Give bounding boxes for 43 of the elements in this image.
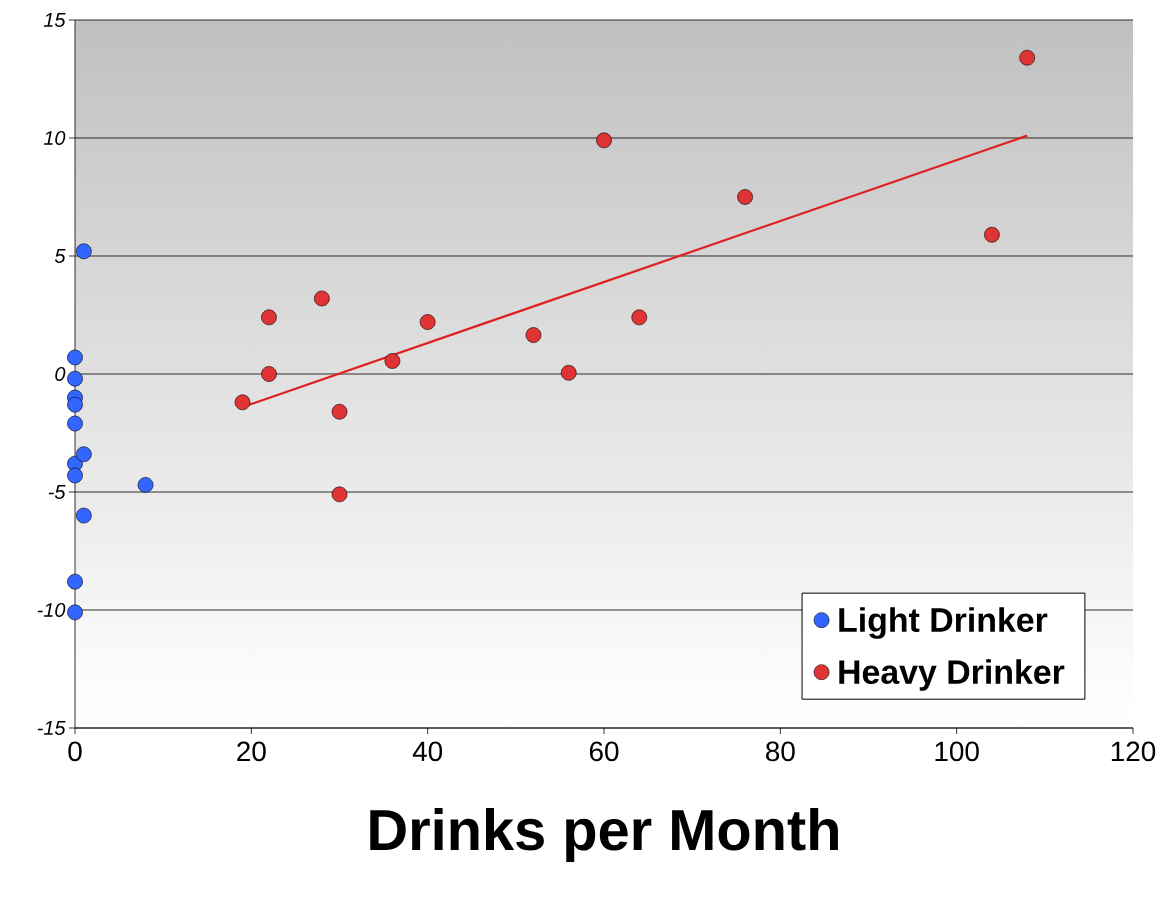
y-tick-label: -5 bbox=[48, 485, 66, 499]
point bbox=[67, 396, 83, 413]
point bbox=[67, 415, 83, 432]
point bbox=[67, 349, 83, 366]
point bbox=[525, 327, 542, 343]
point bbox=[76, 446, 92, 463]
point bbox=[234, 394, 251, 411]
point bbox=[314, 290, 330, 307]
point bbox=[631, 309, 648, 326]
x-tick-label: 0 bbox=[68, 741, 82, 762]
y-tick-label: -10 bbox=[37, 602, 66, 618]
point bbox=[261, 366, 277, 382]
point bbox=[331, 403, 348, 420]
legend-label: Heavy Drinker bbox=[839, 659, 1065, 691]
point bbox=[137, 477, 154, 493]
point bbox=[67, 370, 83, 387]
x-tick-label: 40 bbox=[412, 741, 443, 762]
y-tick-label: -15 bbox=[37, 721, 66, 735]
point bbox=[737, 189, 753, 205]
point bbox=[384, 353, 401, 369]
point bbox=[984, 226, 1000, 243]
x-tick-label: 120 bbox=[1111, 741, 1156, 762]
point bbox=[76, 243, 92, 260]
point bbox=[67, 467, 83, 484]
y-tick-label: 0 bbox=[55, 366, 66, 382]
point bbox=[67, 573, 83, 590]
legend-label: Light Drinker bbox=[839, 607, 1048, 639]
x-tick-label: 100 bbox=[935, 741, 979, 762]
x-axis-title: Drinks per Month bbox=[370, 808, 838, 862]
x-tick-label: 20 bbox=[237, 741, 266, 762]
y-tick-label: 10 bbox=[43, 130, 66, 146]
x-tick-label: 80 bbox=[766, 741, 795, 762]
y-tick-label: 15 bbox=[43, 13, 66, 27]
y-tick-label: 5 bbox=[54, 249, 66, 263]
point bbox=[596, 132, 612, 149]
x-tick-label: 60 bbox=[589, 741, 619, 762]
point bbox=[331, 486, 348, 503]
point bbox=[419, 314, 436, 330]
point bbox=[261, 309, 277, 326]
point bbox=[67, 604, 83, 621]
point bbox=[76, 507, 92, 524]
point bbox=[1019, 49, 1035, 66]
point bbox=[560, 365, 577, 381]
